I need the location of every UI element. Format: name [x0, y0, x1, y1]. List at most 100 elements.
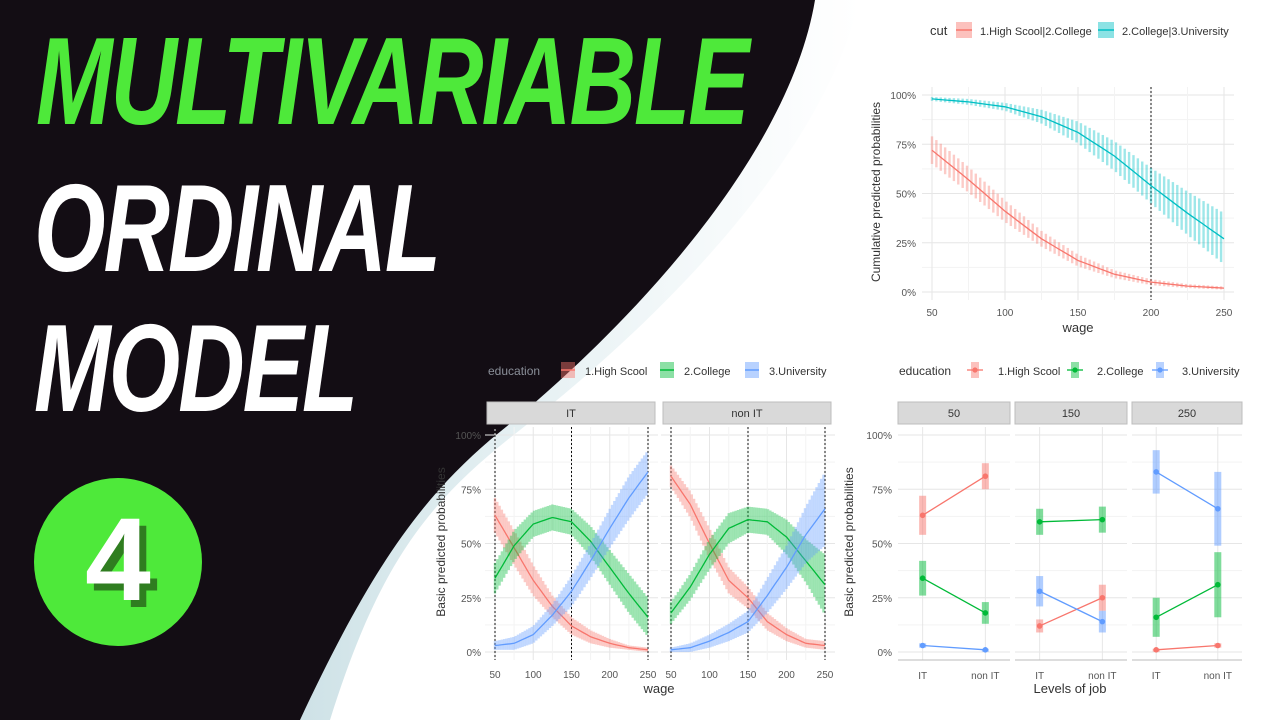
series-2.College [1036, 506, 1106, 535]
x-tick-label: 50 [926, 308, 938, 319]
legend-label: 3.University [1182, 366, 1240, 378]
x-tick-label: 100 [997, 308, 1014, 319]
series-2.College [669, 506, 826, 624]
legend-point [972, 367, 978, 373]
series-2.College|3.University [930, 96, 1225, 263]
ci-bar [669, 602, 673, 624]
facet-strip [897, 401, 1011, 425]
legend: education 1.High Scool 2.College 3.Unive… [899, 362, 1240, 378]
series-2.College [1152, 552, 1222, 637]
series-3.University [919, 642, 989, 653]
facet-panel: non IT 50 100 150 200 250 [661, 401, 835, 681]
x-axis-label: Levels of job [1034, 681, 1107, 696]
y-axis-label: Basic predicted probabilities [842, 467, 856, 616]
x-tick-label: IT [1152, 671, 1161, 682]
legend-item-2: 2.College|3.University [1098, 22, 1229, 38]
series-1.High Scool [669, 465, 826, 650]
y-tick-label: 50% [896, 190, 916, 201]
facet-strip [486, 401, 656, 425]
x-tick-label: 250 [1216, 308, 1233, 319]
x-tick-label: 250 [640, 670, 657, 681]
series-line [494, 514, 649, 651]
legend-point [1157, 367, 1163, 373]
y-tick-label: 100% [455, 431, 481, 442]
facet-strip [1014, 401, 1128, 425]
series-line [1039, 590, 1103, 623]
dark-shape [0, 0, 815, 720]
x-tick-label: 250 [817, 670, 834, 681]
data-point [982, 473, 989, 480]
series-3.University [669, 474, 826, 652]
basic-probabilities-job-chart: education 1.High Scool 2.College 3.Unive… [842, 362, 1243, 696]
legend-label: 3.University [769, 366, 827, 378]
data-point [1036, 588, 1043, 595]
x-tick-label: non IT [1204, 671, 1232, 682]
series-line [931, 98, 1225, 240]
legend-item-3: 3.University [745, 362, 827, 378]
series-line [670, 475, 826, 647]
y-axis-label: Basic predicted probabilities [434, 467, 448, 616]
legend: cut 1.High Scool|2.College 2.College|3.U… [930, 22, 1229, 38]
legend-title: education [488, 364, 540, 378]
x-tick-label: 200 [1143, 308, 1160, 319]
data-point [1099, 516, 1106, 523]
facet-strip [1131, 401, 1243, 425]
series-line [922, 644, 986, 651]
episode-number: 4 [85, 494, 151, 626]
y-tick-label: 25% [461, 594, 481, 605]
series-2.College [919, 560, 989, 624]
facet-panel: 250 IT non IT [1131, 401, 1243, 682]
series-line [1039, 518, 1103, 523]
x-tick-label: IT [1035, 671, 1044, 682]
facet-strip-label: 50 [948, 408, 960, 420]
legend-label: 2.College [1097, 366, 1143, 378]
x-tick-label: 150 [740, 670, 757, 681]
legend-label: 2.College|3.University [1122, 26, 1229, 38]
facet-panel: 150 IT non IT [1014, 401, 1128, 682]
facet-strip-label: IT [566, 408, 576, 420]
legend-label: 1.High Scool [585, 366, 647, 378]
series-line [494, 471, 649, 647]
y-tick-label: 75% [896, 140, 916, 151]
series-line [1039, 597, 1103, 627]
series-1.High Scool|2.College [930, 136, 1225, 290]
x-tick-label: 200 [778, 670, 795, 681]
x-axis-label: wage [642, 681, 674, 696]
cumulative-probabilities-chart: cut 1.High Scool|2.College 2.College|3.U… [869, 22, 1234, 335]
series-3.University [1036, 576, 1106, 633]
facet-panel: 50 IT non IT 0% 25% 50% 75% 100% [866, 401, 1011, 682]
legend-item-1: 1.High Scool [561, 362, 647, 378]
series-line [922, 475, 986, 516]
x-tick-label: 100 [525, 670, 542, 681]
legend-label: 2.College [684, 366, 730, 378]
x-tick-label: IT [918, 671, 927, 682]
series-line [1155, 471, 1219, 510]
legend-item-2: 2.College [660, 362, 730, 378]
y-tick-label: 25% [896, 239, 916, 250]
y-tick-label: 25% [872, 594, 892, 605]
y-tick-label: 75% [461, 485, 481, 496]
facet-strip-label: non IT [731, 408, 762, 420]
series-1.High Scool [1152, 642, 1222, 653]
ci-bar [493, 497, 497, 533]
facet-strip-label: 150 [1062, 408, 1080, 420]
legend-label: 1.High Scool|2.College [980, 26, 1092, 38]
facet-strip [662, 401, 832, 425]
x-tick-label: 200 [601, 670, 618, 681]
legend-label: 1.High Scool [998, 366, 1060, 378]
legend-item-1: 1.High Scool|2.College [956, 22, 1092, 38]
legend-item-3: 3.University [1156, 362, 1240, 378]
x-axis-label: wage [1061, 320, 1093, 335]
title-line-2: ORDINAL [34, 160, 441, 298]
y-tick-label: 0% [902, 288, 917, 299]
y-tick-label: 100% [866, 431, 892, 442]
episode-badge: 4 [34, 478, 202, 646]
data-point [1153, 469, 1159, 475]
data-point [1215, 642, 1221, 649]
legend-title: cut [930, 23, 948, 38]
plot-area: 0% 25% 50% 75% 100% 50 100 150 200 250 [890, 87, 1234, 319]
ci-bar [669, 647, 673, 652]
series-3.University [1152, 450, 1222, 546]
y-axis-label: Cumulative predicted probabilities [869, 102, 883, 282]
data-point [1153, 614, 1159, 621]
